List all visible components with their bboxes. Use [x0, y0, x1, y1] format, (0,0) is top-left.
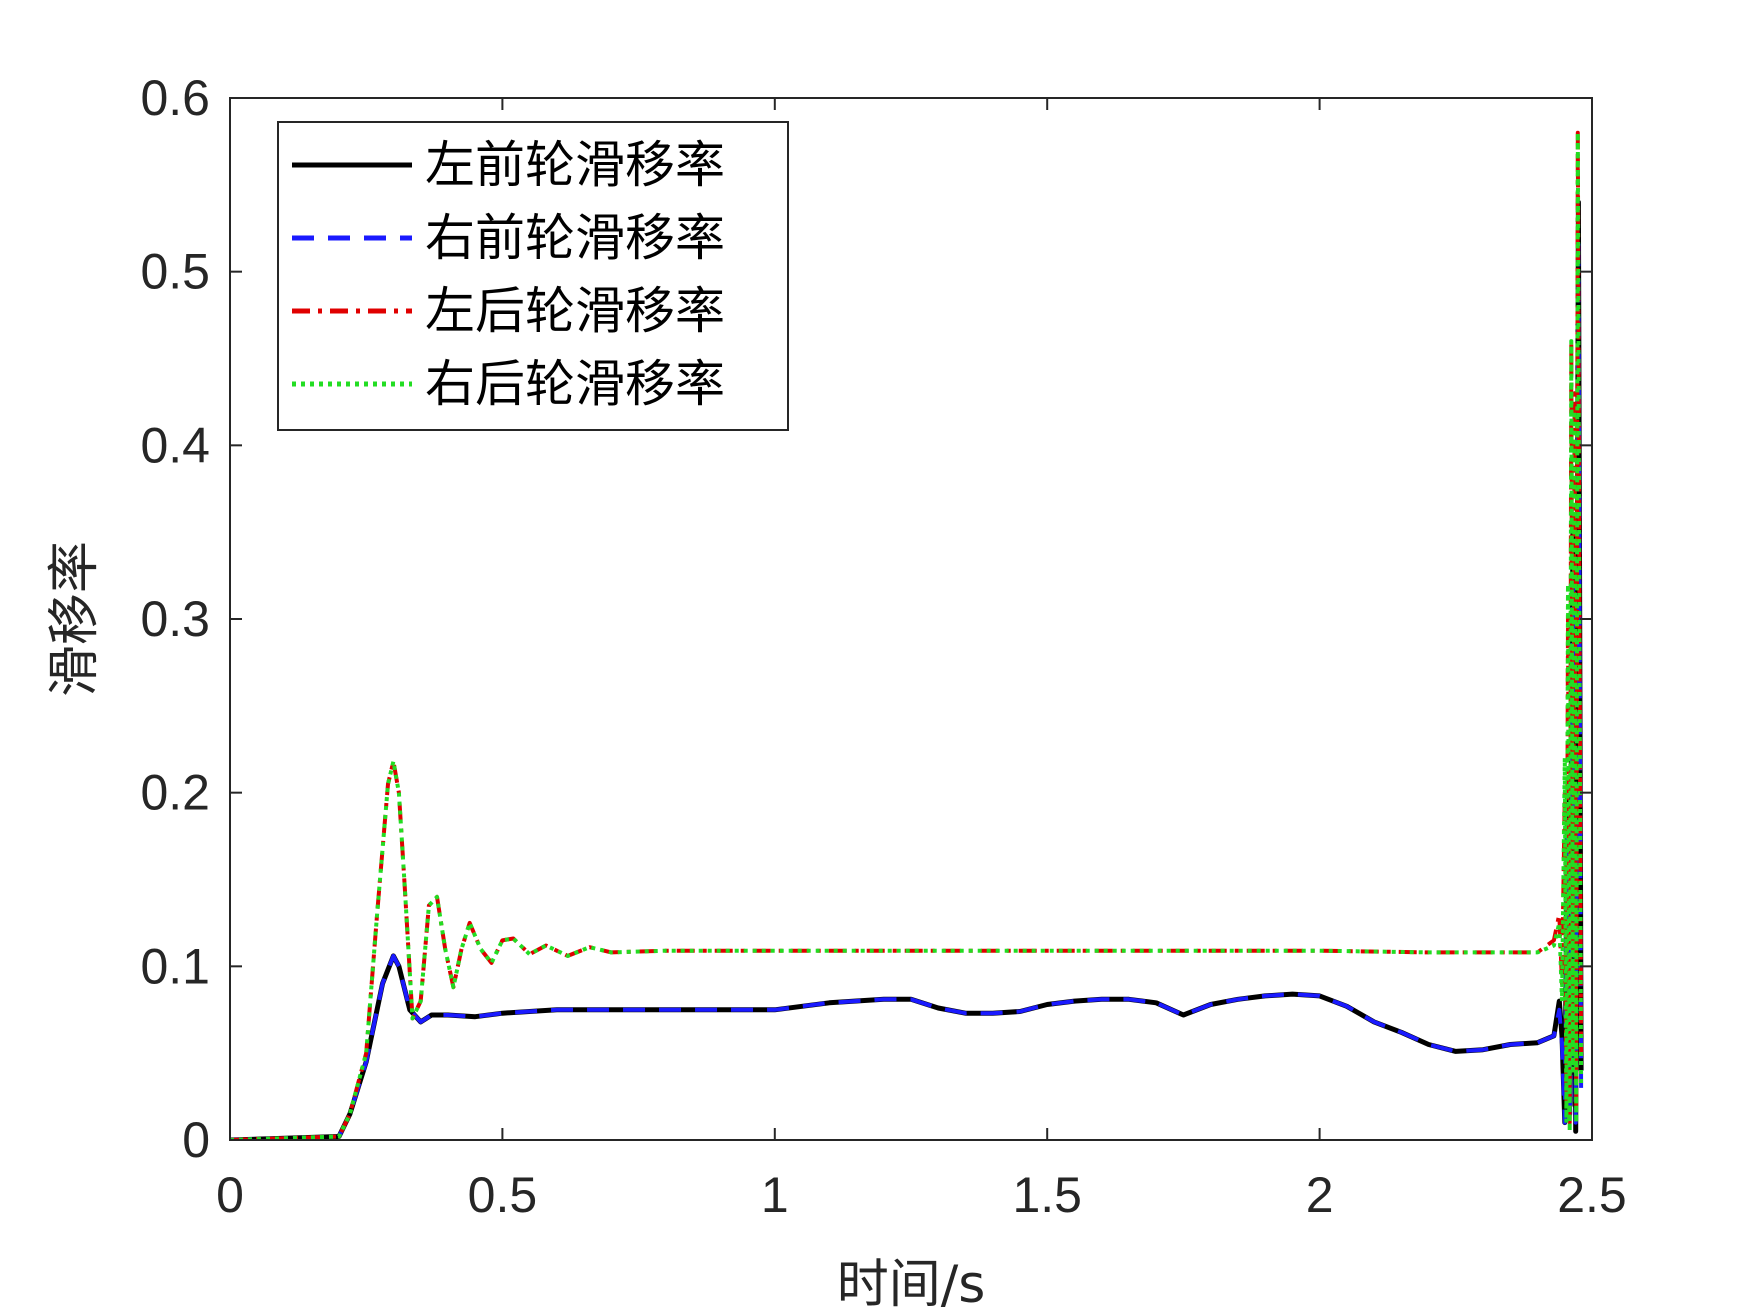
y-tick-label: 0	[182, 1112, 210, 1168]
legend-label-3: 左后轮滑移率	[425, 282, 725, 340]
series-line-2	[230, 234, 1584, 1140]
y-tick-label: 0.5	[140, 244, 210, 300]
y-tick-label: 0.1	[140, 938, 210, 994]
legend-box	[277, 121, 789, 431]
x-tick-label: 0.5	[468, 1167, 538, 1223]
series-line-3	[230, 130, 1584, 1140]
tick-layer: 0 0.5 1 1.5 2 2.5 0 0.1 0.2 0.3 0.4 0.5 0.6	[140, 70, 1626, 1223]
x-tick-label: 2	[1306, 1167, 1334, 1223]
x-tick-label: 1.5	[1012, 1167, 1082, 1223]
y-tick-label: 0.4	[140, 417, 210, 473]
y-tick-label: 0.6	[140, 70, 210, 126]
x-tick-label: 2.5	[1557, 1167, 1627, 1223]
legend-label-4: 右后轮滑移率	[425, 355, 725, 413]
legend-label-1: 左前轮滑移率	[425, 136, 725, 194]
x-tick-label: 1	[761, 1167, 789, 1223]
y-tick-label: 0.3	[140, 591, 210, 647]
series-line-4	[230, 130, 1584, 1140]
y-axis-title: 滑移率	[45, 541, 105, 697]
legend-label-2: 右前轮滑移率	[425, 209, 725, 267]
x-tick-label: 0	[216, 1167, 244, 1223]
series-layer	[230, 130, 1584, 1140]
y-tick-label: 0.2	[140, 765, 210, 821]
x-axis-title: 时间/s	[837, 1255, 986, 1313]
